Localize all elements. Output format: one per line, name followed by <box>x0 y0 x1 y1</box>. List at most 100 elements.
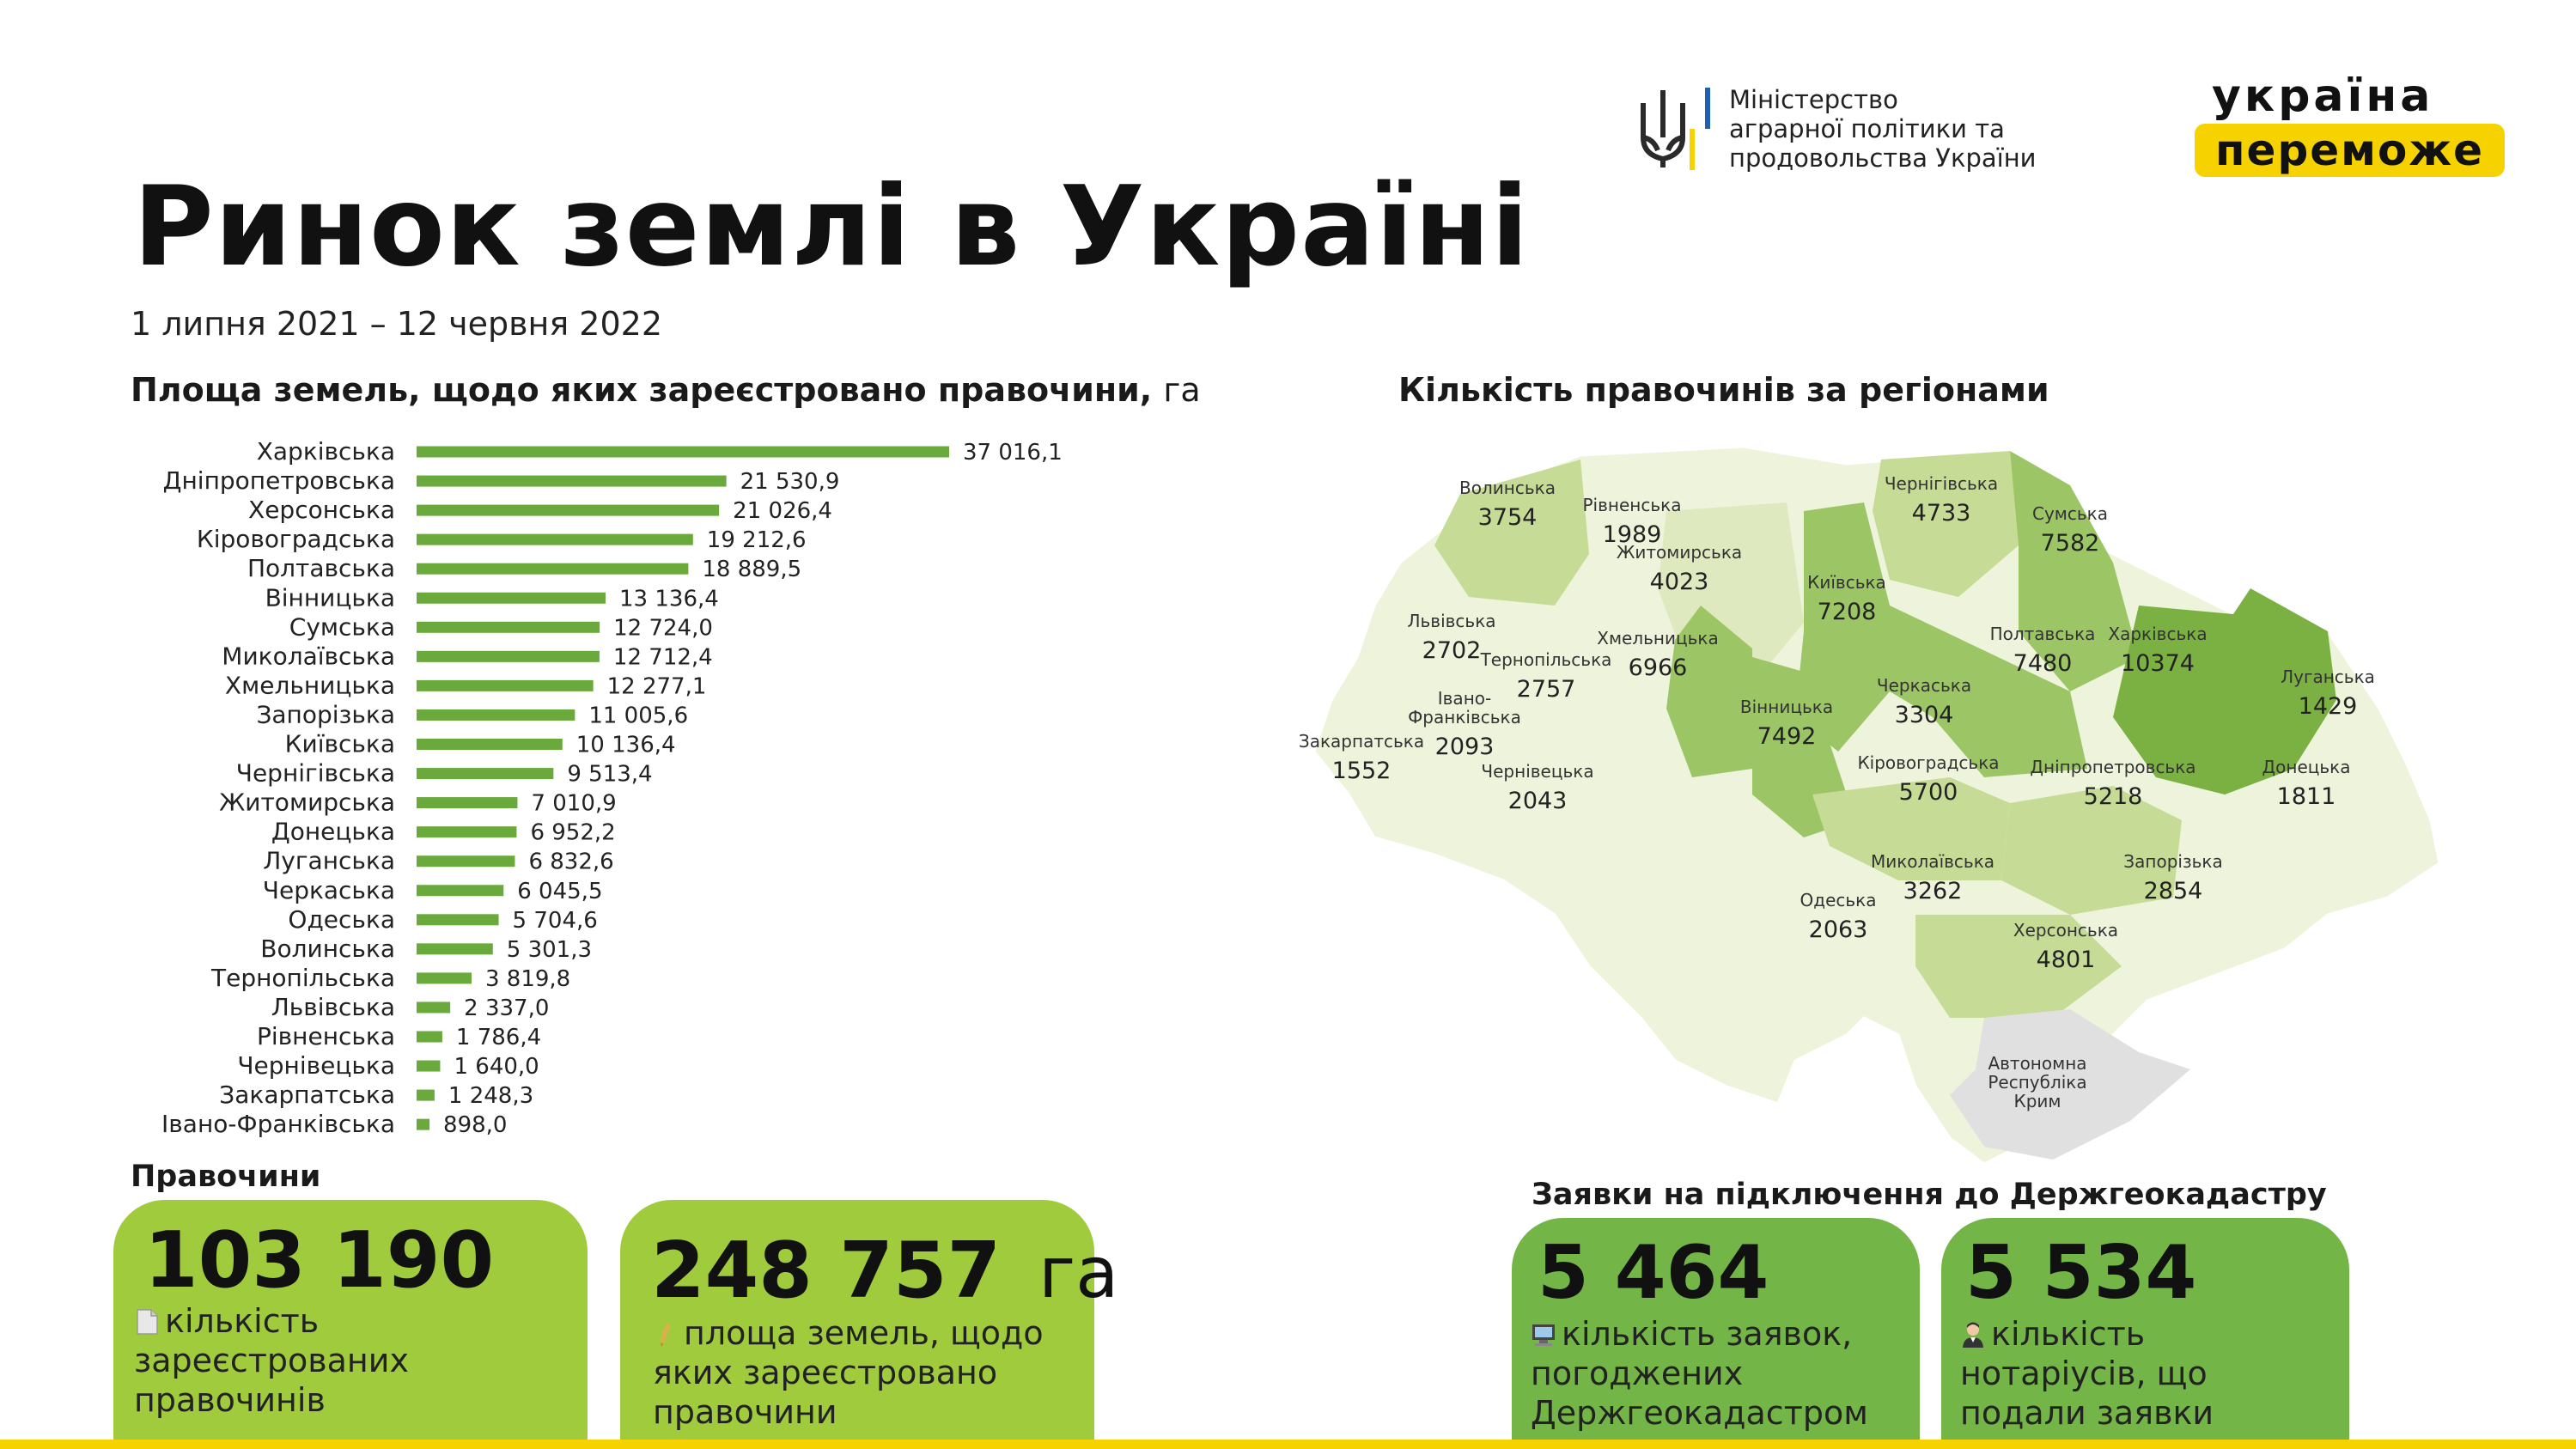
region-name-lvivska: Львівська <box>1407 611 1495 631</box>
bar-dnipropetrovska <box>417 475 727 487</box>
bar-label-kharkivska: Харківська <box>257 437 395 466</box>
bar-label-vinnytska: Вінницька <box>265 583 395 612</box>
region-name-zaporizka: Запорізька <box>2123 851 2222 872</box>
region-crimea-shape <box>1950 1009 2190 1160</box>
bar-donetska <box>417 826 517 838</box>
bar-label-volynska: Волинська <box>260 935 395 963</box>
region-khmelnytska-shape <box>1666 606 1752 777</box>
bar-zaporizka <box>417 709 575 721</box>
region-value-dnipropetrovska: 5218 <box>2084 783 2143 810</box>
bar-value-ternopilska: 3 819,8 <box>485 966 570 992</box>
region-value-kyivska: 7208 <box>1818 599 1877 625</box>
region-name-sumska: Сумська <box>2032 503 2108 524</box>
slogan-line2: переможе <box>2195 124 2506 177</box>
page-title: Ринок землі в Україні <box>133 163 1530 291</box>
region-name-poltavska: Полтавська <box>1990 624 2096 644</box>
bar-odeska <box>417 914 499 926</box>
bar-kyivska <box>417 739 563 750</box>
bar-poltavska <box>417 563 689 575</box>
region-name-chernivetska: Чернівецька <box>1481 761 1593 782</box>
region-value-chernihivska: 4733 <box>1912 500 1971 527</box>
region-khersonska-shape <box>1915 915 2122 1018</box>
bar-value-kharkivska: 37 016,1 <box>963 440 1063 466</box>
region-name-vinnytska: Вінницька <box>1740 697 1833 717</box>
bar-value-cherkaska: 6 045,5 <box>517 879 602 904</box>
bar-label-khmelnytska: Хмельницька <box>225 671 395 699</box>
region-name-cherkaska: Черкаська <box>1877 675 1971 696</box>
region-value-volynska: 3754 <box>1478 504 1538 531</box>
bar-mykolaivska <box>417 650 600 662</box>
map-title: Кількість правочинів за регіонами <box>1398 371 2049 409</box>
bar-label-lvivska: Львівська <box>271 993 395 1021</box>
region-name-ternopilska: Тернопільська <box>1480 649 1612 670</box>
slogan-logo: україна переможе <box>2195 70 2506 177</box>
bar-ternopilska <box>417 972 472 984</box>
region-name-kirovohradska: Кіровоградська <box>1857 752 1999 773</box>
region-value-chernivetska: 2043 <box>1508 788 1568 814</box>
region-value-ternopilska: 2757 <box>1517 676 1576 703</box>
deals-area-unit: га <box>1038 1233 1119 1314</box>
region-name-ivano-frankivska: Франківська <box>1408 707 1521 728</box>
bar-label-chernivetska: Чернівецька <box>237 1051 395 1080</box>
bar-volynska <box>417 943 493 955</box>
region-sumska-shape <box>2010 451 2139 691</box>
bar-value-chernihivska: 9 513,4 <box>567 762 652 788</box>
deals-count-desc: кількість зареєстрованих правочинів <box>134 1302 409 1419</box>
slogan-line1: україна <box>2212 70 2434 122</box>
bar-label-ternopilska: Тернопільська <box>210 964 395 992</box>
bar-luhanska <box>417 855 515 868</box>
region-kharkivska-shape <box>2113 588 2336 795</box>
region-value-vinnytska: 7492 <box>1757 723 1817 750</box>
bar-label-ivano-frankivska: Івано-Франківська <box>161 1110 395 1138</box>
wheat-icon <box>660 1323 670 1347</box>
region-value-sumska: 7582 <box>2041 530 2100 557</box>
bar-kirovohradska <box>417 533 693 545</box>
deals-area-desc: площа земель, щодо яких зареєстровано пр… <box>653 1314 1044 1431</box>
bar-value-sumska: 12 724,0 <box>613 615 713 641</box>
region-value-odeska: 2063 <box>1809 916 1868 943</box>
bar-value-luhanska: 6 832,6 <box>528 849 613 875</box>
region-value-kirovohradska: 5700 <box>1899 779 1958 806</box>
bar-khmelnytska <box>417 679 594 691</box>
ministry-logo: Міністерство аграрної політики та продов… <box>1636 77 2037 180</box>
region-value-mykolaivska: 3262 <box>1903 878 1963 904</box>
bar-value-kyivska: 10 136,4 <box>576 733 676 758</box>
bar-value-odeska: 5 704,6 <box>513 908 598 934</box>
region-value-khmelnytska: 6966 <box>1629 654 1688 681</box>
computer-icon <box>1532 1324 1555 1346</box>
ministry-colors <box>1690 88 1710 170</box>
approved-applications-card: 5 464 кількість заявок, погоджених Держг… <box>1512 1218 1920 1449</box>
applications-heading: Заявки на підключення до Держгеокадастру <box>1532 1178 2327 1212</box>
bar-chernivetska <box>417 1060 441 1072</box>
approved-applications-desc: кількість заявок, погоджених Держгеокада… <box>1531 1315 1868 1432</box>
document-icon <box>137 1309 158 1335</box>
period: 1 липня 2021 – 12 червня 2022 <box>131 305 663 343</box>
region-value-poltavska: 7480 <box>2013 650 2073 677</box>
region-kyivska-shape <box>1795 502 1890 752</box>
bar-rivnenska <box>417 1031 442 1043</box>
bar-label-khersonska: Херсонська <box>248 496 395 524</box>
region-value-lvivska: 2702 <box>1422 637 1482 664</box>
region-name-luhanska: Луганська <box>2281 667 2375 687</box>
bar-label-odeska: Одеська <box>288 905 395 934</box>
region-kirovohradska-shape <box>1812 777 2010 880</box>
region-name-donetska: Донецька <box>2262 757 2351 777</box>
bar-value-khersonska: 21 026,4 <box>733 498 832 524</box>
bar-label-zaporizka: Запорізька <box>256 700 395 728</box>
bar-value-chernivetska: 1 640,0 <box>454 1054 539 1080</box>
deals-count-card: 103 190 кількість зареєстрованих правочи… <box>113 1200 588 1449</box>
region-name-mykolaivska: Миколаївська <box>1871 851 1994 872</box>
approved-applications-value: 5 464 <box>1538 1230 1769 1316</box>
bar-value-zakarpatska: 1 248,3 <box>448 1083 533 1109</box>
bar-label-sumska: Сумська <box>289 612 395 641</box>
deals-area-card: 248 757 га площа земель, щодо яких зареєс… <box>620 1200 1118 1449</box>
notaries-card: 5 534 кількість нотаріусів, що подали за… <box>1941 1218 2349 1449</box>
bar-label-poltavska: Полтавська <box>247 554 395 582</box>
region-name-volynska: Волинська <box>1459 478 1556 498</box>
region-value-kharkivska: 10374 <box>2121 650 2195 677</box>
region-name-zakarpatska: Закарпатська <box>1299 731 1424 752</box>
bar-label-zhytomyrska: Житомирська <box>219 788 395 817</box>
bar-sumska <box>417 621 600 633</box>
notary-person-icon <box>1963 1322 1983 1348</box>
